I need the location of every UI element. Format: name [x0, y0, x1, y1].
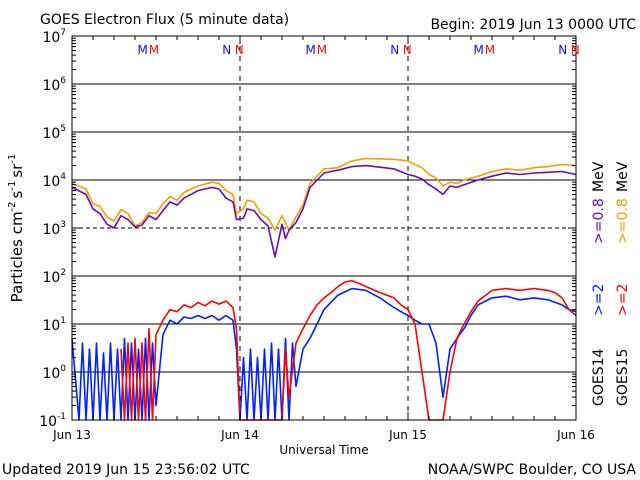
- y-tick-exponent: 2: [60, 268, 66, 278]
- updated-timestamp: Updated 2019 Jun 15 23:56:02 UTC: [2, 462, 250, 478]
- satellite-marker: M: [138, 43, 148, 57]
- y-label-exp-2: -1: [7, 181, 18, 191]
- legend-unit-goes15: MeV: [615, 161, 631, 192]
- y-axis-label: Particles cm-2s-1sr-1: [7, 154, 26, 303]
- legend-goes15: GOES15: [615, 349, 631, 406]
- y-tick-exponent: 4: [60, 172, 66, 182]
- legend: GOES14 GOES15 >=2 >=2 >=0.8 >=0.8 MeV Me…: [591, 161, 631, 406]
- satellite-marker: N: [403, 43, 412, 57]
- y-tick-base: 10: [42, 366, 60, 382]
- y-tick-label: 10-1: [39, 412, 66, 430]
- legend-goes14-2mev: >=2: [591, 284, 607, 316]
- satellite-marker: N: [571, 43, 580, 57]
- y-tick-base: 10: [42, 222, 60, 238]
- y-label-part-1: Particles cm: [8, 211, 26, 302]
- y-tick-exponent: 5: [60, 124, 66, 134]
- y-tick-label: 103: [42, 220, 66, 238]
- satellite-marker: M: [149, 43, 159, 57]
- y-tick-label: 107: [42, 28, 66, 46]
- series-line: [71, 164, 577, 258]
- x-axis-label: Universal Time: [279, 443, 368, 457]
- satellite-marker: M: [485, 43, 495, 57]
- legend-goes15-08mev: >=0.8: [615, 198, 631, 244]
- y-tick-label: 106: [42, 76, 66, 94]
- y-label-exp-1: -2: [7, 201, 18, 211]
- satellite-marker: N: [558, 43, 567, 57]
- legend-goes15-2mev: >=2: [615, 284, 631, 316]
- y-tick-label: 104: [42, 172, 66, 190]
- y-label-part-2: s: [8, 190, 26, 198]
- x-tick-label: Jun 14: [220, 428, 259, 442]
- data-series: [71, 157, 577, 421]
- satellite-marker: M: [306, 43, 316, 57]
- y-tick-base: 10: [42, 78, 60, 94]
- x-tick-label: Jun 15: [388, 428, 427, 442]
- y-tick-exponent: -1: [57, 412, 66, 422]
- y-tick-exponent: 1: [60, 316, 66, 326]
- grid-lines: [72, 36, 576, 420]
- credit-text: NOAA/SWPC Boulder, CO USA: [428, 462, 637, 478]
- series-line: [71, 157, 577, 231]
- satellite-marker: M: [474, 43, 484, 57]
- y-tick-exponent: 3: [60, 220, 66, 230]
- y-tick-label: 101: [42, 316, 66, 334]
- x-tick-labels: Jun 13 Jun 14 Jun 15 Jun 16: [52, 428, 595, 442]
- y-tick-exponent: 7: [60, 28, 66, 38]
- y-label-part-3: sr: [8, 163, 26, 178]
- y-label-exp-3: -1: [7, 154, 18, 164]
- satellite-marker: M: [317, 43, 327, 57]
- y-tick-label: 100: [42, 364, 66, 382]
- series-line: [120, 279, 577, 421]
- legend-unit-goes14: MeV: [591, 161, 607, 192]
- satellite-marker: N: [235, 43, 244, 57]
- y-tick-exponent: 6: [60, 76, 66, 86]
- satellite-marker: N: [222, 43, 231, 57]
- y-tick-label: 105: [42, 124, 66, 142]
- satellite-marker: N: [390, 43, 399, 57]
- y-tick-base: 10: [42, 318, 60, 334]
- begin-date: Begin: 2019 Jun 13 0000 UTC: [430, 17, 636, 33]
- legend-goes14-08mev: >=0.8: [591, 198, 607, 244]
- legend-goes14: GOES14: [591, 348, 607, 406]
- y-tick-base: 10: [42, 30, 60, 46]
- y-tick-label: 102: [42, 268, 66, 286]
- x-tick-label: Jun 13: [52, 428, 91, 442]
- axis-ticks: [71, 35, 577, 421]
- y-tick-base: 10: [39, 414, 57, 430]
- y-tick-base: 10: [42, 126, 60, 142]
- y-tick-base: 10: [42, 174, 60, 190]
- x-tick-label: Jun 16: [556, 428, 595, 442]
- y-tick-base: 10: [42, 270, 60, 286]
- y-tick-exponent: 0: [60, 364, 66, 374]
- chart-title: GOES Electron Flux (5 minute data): [40, 12, 289, 28]
